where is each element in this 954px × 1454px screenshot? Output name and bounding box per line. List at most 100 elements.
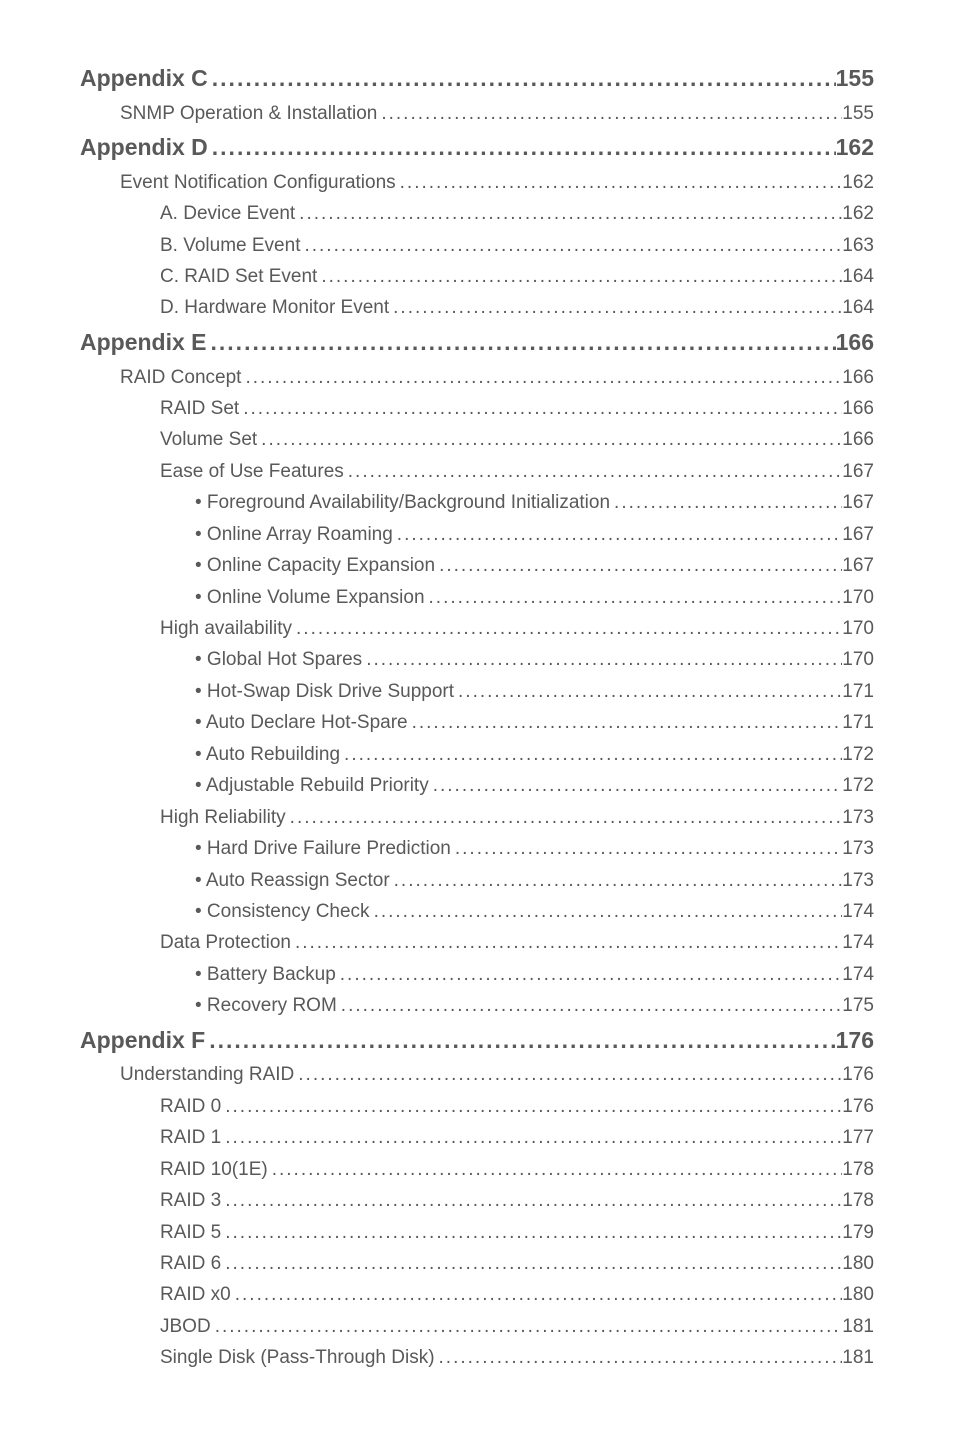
toc-entry[interactable]: • Online Volume Expansion170	[80, 582, 874, 613]
toc-entry[interactable]: • Auto Rebuilding 172	[80, 739, 874, 770]
toc-leader-dots	[221, 1186, 842, 1215]
toc-leader-dots	[291, 928, 842, 957]
toc-entry[interactable]: RAID 1177	[80, 1122, 874, 1153]
toc-leader-dots	[239, 394, 842, 423]
toc-leader-dots	[362, 645, 842, 674]
toc-entry[interactable]: D. Hardware Monitor Event164	[80, 292, 874, 323]
toc-entry-page: 175	[842, 991, 874, 1020]
toc-entry-text: JBOD	[160, 1312, 211, 1341]
toc-entry[interactable]: • Hard Drive Failure Prediction173	[80, 833, 874, 864]
toc-entry-page: 166	[842, 425, 874, 454]
toc-entry-page: 163	[842, 231, 874, 260]
toc-entry-page: 170	[842, 645, 874, 674]
toc-leader-dots	[340, 740, 842, 769]
toc-entry-text: • Consistency Check	[195, 897, 370, 926]
toc-leader-dots	[268, 1155, 843, 1184]
toc-entry-text: RAID 3	[160, 1186, 221, 1215]
toc-entry[interactable]: Data Protection174	[80, 927, 874, 958]
toc-entry-text: RAID Set	[160, 394, 239, 423]
toc-entry[interactable]: Appendix D162	[80, 129, 874, 167]
toc-entry[interactable]: Appendix C155	[80, 60, 874, 98]
toc-entry-page: 176	[842, 1092, 874, 1121]
toc-entry[interactable]: RAID 10(1E)178	[80, 1154, 874, 1185]
toc-entry[interactable]: SNMP Operation & Installation155	[80, 98, 874, 129]
toc-entry-text: C. RAID Set Event	[160, 262, 317, 291]
toc-entry[interactable]: • Foreground Availability/Background Ini…	[80, 487, 874, 518]
toc-entry[interactable]: Event Notification Configurations162	[80, 167, 874, 198]
toc-entry[interactable]: A. Device Event 162	[80, 198, 874, 229]
toc-leader-dots	[370, 897, 843, 926]
toc-entry-page: 162	[842, 168, 874, 197]
toc-entry[interactable]: B. Volume Event163	[80, 230, 874, 261]
toc-entry-text: • Battery Backup	[195, 960, 336, 989]
table-of-contents: Appendix C155SNMP Operation & Installati…	[80, 60, 874, 1374]
toc-entry-page: 177	[842, 1123, 874, 1152]
toc-entry-text: • Online Capacity Expansion	[195, 551, 435, 580]
toc-leader-dots	[207, 325, 836, 361]
toc-entry[interactable]: • Consistency Check 174	[80, 896, 874, 927]
toc-leader-dots	[425, 583, 843, 612]
toc-entry[interactable]: Volume Set166	[80, 424, 874, 455]
toc-leader-dots	[257, 425, 842, 454]
toc-entry[interactable]: • Battery Backup 174	[80, 959, 874, 990]
toc-entry[interactable]: • Online Array Roaming167	[80, 519, 874, 550]
toc-entry-text: D. Hardware Monitor Event	[160, 293, 389, 322]
toc-leader-dots	[435, 551, 842, 580]
toc-entry[interactable]: High Reliability 173	[80, 802, 874, 833]
toc-entry[interactable]: RAID 6180	[80, 1248, 874, 1279]
toc-entry[interactable]: • Auto Declare Hot-Spare 171	[80, 707, 874, 738]
toc-entry-page: 173	[842, 803, 874, 832]
toc-entry-text: Single Disk (Pass-Through Disk)	[160, 1343, 435, 1372]
toc-entry[interactable]: RAID Concept 166	[80, 362, 874, 393]
toc-entry-page: 171	[842, 708, 874, 737]
toc-leader-dots	[396, 168, 843, 197]
toc-entry[interactable]: RAID x0 180	[80, 1279, 874, 1310]
toc-entry-text: RAID x0	[160, 1280, 231, 1309]
toc-leader-dots	[610, 488, 842, 517]
toc-entry[interactable]: RAID 0176	[80, 1091, 874, 1122]
toc-entry[interactable]: RAID Set 166	[80, 393, 874, 424]
toc-entry[interactable]: • Auto Reassign Sector173	[80, 865, 874, 896]
toc-entry[interactable]: • Adjustable Rebuild Priority172	[80, 770, 874, 801]
toc-entry-page: 162	[842, 199, 874, 228]
toc-entry[interactable]: • Recovery ROM175	[80, 990, 874, 1021]
toc-entry-page: 166	[842, 363, 874, 392]
toc-entry[interactable]: C. RAID Set Event164	[80, 261, 874, 292]
toc-leader-dots	[344, 457, 843, 486]
toc-entry-page: 178	[842, 1155, 874, 1184]
toc-entry-page: 172	[842, 740, 874, 769]
toc-entry-text: • Global Hot Spares	[195, 645, 362, 674]
toc-entry-text: • Auto Declare Hot-Spare	[195, 708, 408, 737]
toc-entry-page: 176	[836, 1023, 874, 1059]
toc-entry-text: Understanding RAID	[120, 1060, 294, 1089]
toc-entry[interactable]: • Hot-Swap Disk Drive Support171	[80, 676, 874, 707]
toc-leader-dots	[231, 1280, 843, 1309]
toc-leader-dots	[221, 1123, 842, 1152]
toc-leader-dots	[221, 1218, 842, 1247]
toc-entry-text: Ease of Use Features	[160, 457, 344, 486]
toc-entry[interactable]: Ease of Use Features167	[80, 456, 874, 487]
toc-entry-page: 174	[842, 897, 874, 926]
toc-entry[interactable]: JBOD181	[80, 1311, 874, 1342]
toc-leader-dots	[294, 1060, 842, 1089]
toc-entry[interactable]: High availability170	[80, 613, 874, 644]
toc-entry-text: • Foreground Availability/Background Ini…	[195, 488, 610, 517]
toc-entry-text: RAID 5	[160, 1218, 221, 1247]
toc-leader-dots	[221, 1092, 842, 1121]
toc-entry[interactable]: • Global Hot Spares 170	[80, 644, 874, 675]
toc-entry-text: High Reliability	[160, 803, 286, 832]
toc-entry[interactable]: RAID 3178	[80, 1185, 874, 1216]
toc-entry-text: RAID Concept	[120, 363, 241, 392]
toc-entry[interactable]: Appendix E166	[80, 324, 874, 362]
toc-entry-text: Appendix E	[80, 325, 207, 361]
toc-entry[interactable]: Appendix F176	[80, 1022, 874, 1060]
toc-entry[interactable]: Understanding RAID176	[80, 1059, 874, 1090]
toc-entry[interactable]: RAID 5179	[80, 1217, 874, 1248]
toc-entry-page: 181	[842, 1343, 874, 1372]
toc-entry-text: A. Device Event	[160, 199, 295, 228]
toc-entry[interactable]: Single Disk (Pass-Through Disk) 181	[80, 1342, 874, 1373]
toc-entry[interactable]: • Online Capacity Expansion167	[80, 550, 874, 581]
toc-entry-page: 174	[842, 928, 874, 957]
toc-entry-page: 180	[842, 1280, 874, 1309]
toc-entry-page: 166	[842, 394, 874, 423]
